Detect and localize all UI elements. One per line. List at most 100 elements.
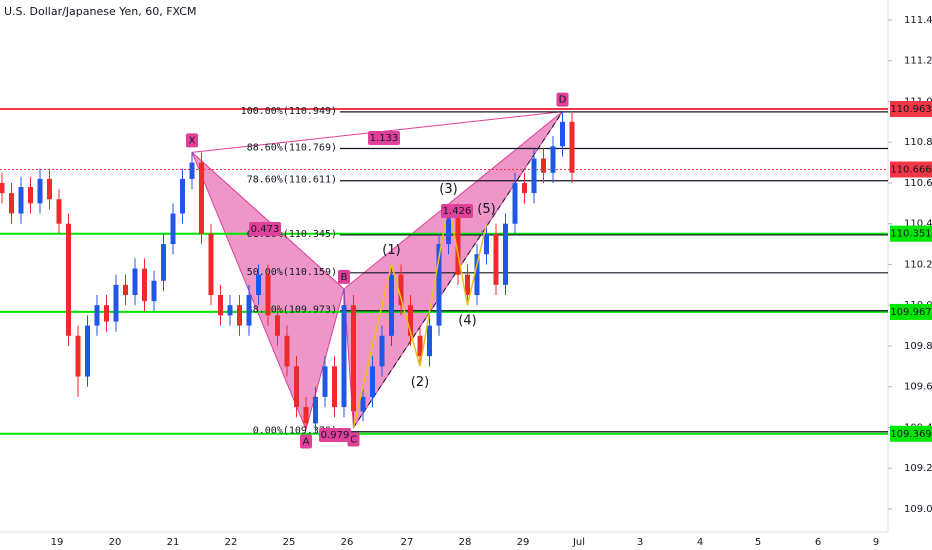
candle-body <box>104 305 109 322</box>
candle-body <box>275 315 280 336</box>
candle-body <box>37 178 43 204</box>
candle-body <box>522 182 527 194</box>
chart-title: U.S. Dollar/Japanese Yen, 60, FXCM <box>4 5 196 18</box>
y-tick-label: 109.600 <box>904 382 932 393</box>
candle-body <box>75 335 81 377</box>
y-tick-label: 111.200 <box>904 56 932 67</box>
price-tag <box>890 161 932 178</box>
x-tick-label: 26 <box>341 537 354 548</box>
candle-body <box>360 396 366 412</box>
candle-body <box>94 305 100 326</box>
ratio-label: 0.473 <box>251 224 280 235</box>
price-tag <box>890 101 932 118</box>
candle-body <box>474 254 480 296</box>
candle-body <box>341 305 347 408</box>
candle-body <box>265 274 271 316</box>
fib-label: 38.20%(109.973) <box>247 305 337 316</box>
candle-body <box>427 325 432 357</box>
fib-label: 0.00%(109.379) <box>253 426 337 437</box>
candle-body <box>351 305 356 412</box>
candle-body <box>436 244 442 326</box>
candle-body <box>446 213 451 245</box>
candle-body <box>142 268 147 302</box>
candle-body <box>237 305 242 326</box>
candle-body <box>417 335 423 357</box>
candle-body <box>170 213 176 245</box>
candle-body <box>0 182 5 194</box>
wave-line <box>352 203 488 428</box>
x-tick-label: 29 <box>517 537 530 548</box>
ratio-box <box>249 222 281 236</box>
x-tick-label: 6 <box>815 537 821 548</box>
pattern-point-label: C <box>350 434 357 445</box>
candle-body <box>303 407 309 424</box>
candle-body <box>85 325 90 377</box>
wave-label: (4) <box>458 314 476 329</box>
price-tag <box>890 225 932 242</box>
ratio-label: 1.426 <box>443 206 472 217</box>
ratio-label: 0.979 <box>321 430 350 441</box>
price-tag-label: 109.369 <box>890 429 931 440</box>
candle-body <box>284 335 290 367</box>
candle-body <box>256 274 261 296</box>
y-tick-label: 110.800 <box>904 137 932 148</box>
wave-label: (3) <box>439 182 457 197</box>
pattern-point-box <box>300 434 312 449</box>
candle-body <box>313 396 318 424</box>
candle-body <box>180 178 185 214</box>
x-tick-label: 22 <box>225 537 238 548</box>
ratio-box <box>441 204 473 218</box>
x-tick-label: 25 <box>283 537 296 548</box>
x-tick-label: 20 <box>109 537 122 548</box>
pattern-point-box <box>556 92 569 107</box>
candle-body <box>218 295 223 316</box>
candle-body <box>455 213 461 275</box>
candle-body <box>569 121 575 173</box>
y-tick-label: 110.400 <box>904 219 932 230</box>
fib-label: 100.00%(110.949) <box>241 106 337 117</box>
x-tick-label: 5 <box>755 537 761 548</box>
pattern-xb <box>191 152 345 290</box>
candle-body <box>227 305 233 316</box>
candle-body <box>541 158 546 173</box>
fib-label: 61.80%(110.345) <box>247 229 337 240</box>
y-tick-label: 109.000 <box>904 504 932 515</box>
candle-body <box>560 121 565 147</box>
candle-body <box>113 284 119 322</box>
ratio-box <box>319 428 351 442</box>
candle-body <box>370 366 375 397</box>
x-tick-label: 4 <box>697 537 703 548</box>
candle-body <box>199 162 204 234</box>
x-tick-label: 28 <box>459 537 472 548</box>
pattern-point-box <box>338 269 350 284</box>
candle-body <box>512 182 518 224</box>
ratio-box <box>368 131 400 145</box>
x-tick-label: 3 <box>637 537 643 548</box>
candle-body <box>550 146 556 173</box>
pattern-point-label: X <box>189 135 196 146</box>
price-tag <box>890 425 932 442</box>
price-tag-label: 110.351 <box>890 229 931 240</box>
x-tick-label: 21 <box>167 537 180 548</box>
candle-body <box>66 223 71 336</box>
candle-body <box>47 178 52 200</box>
candle-body <box>132 268 138 296</box>
candle-body <box>398 274 404 306</box>
fib-label: 78.60%(110.611) <box>247 175 337 186</box>
price-tag-label: 110.963 <box>890 104 931 115</box>
candle-body <box>56 199 62 224</box>
y-tick-label: 110.200 <box>904 259 932 270</box>
y-tick-label: 110.600 <box>904 178 932 189</box>
y-tick-label: 111.400 <box>904 15 932 26</box>
candle-body <box>294 366 299 408</box>
price-tag <box>890 303 932 320</box>
wave-label: (5) <box>477 202 495 217</box>
candle-body <box>493 233 499 285</box>
pattern-point-label: B <box>341 272 348 283</box>
wave-label: (2) <box>411 375 429 390</box>
candle-body <box>246 295 252 326</box>
x-tick-label: 19 <box>51 537 64 548</box>
pattern-point-label: D <box>559 95 567 106</box>
candle-body <box>189 162 195 179</box>
